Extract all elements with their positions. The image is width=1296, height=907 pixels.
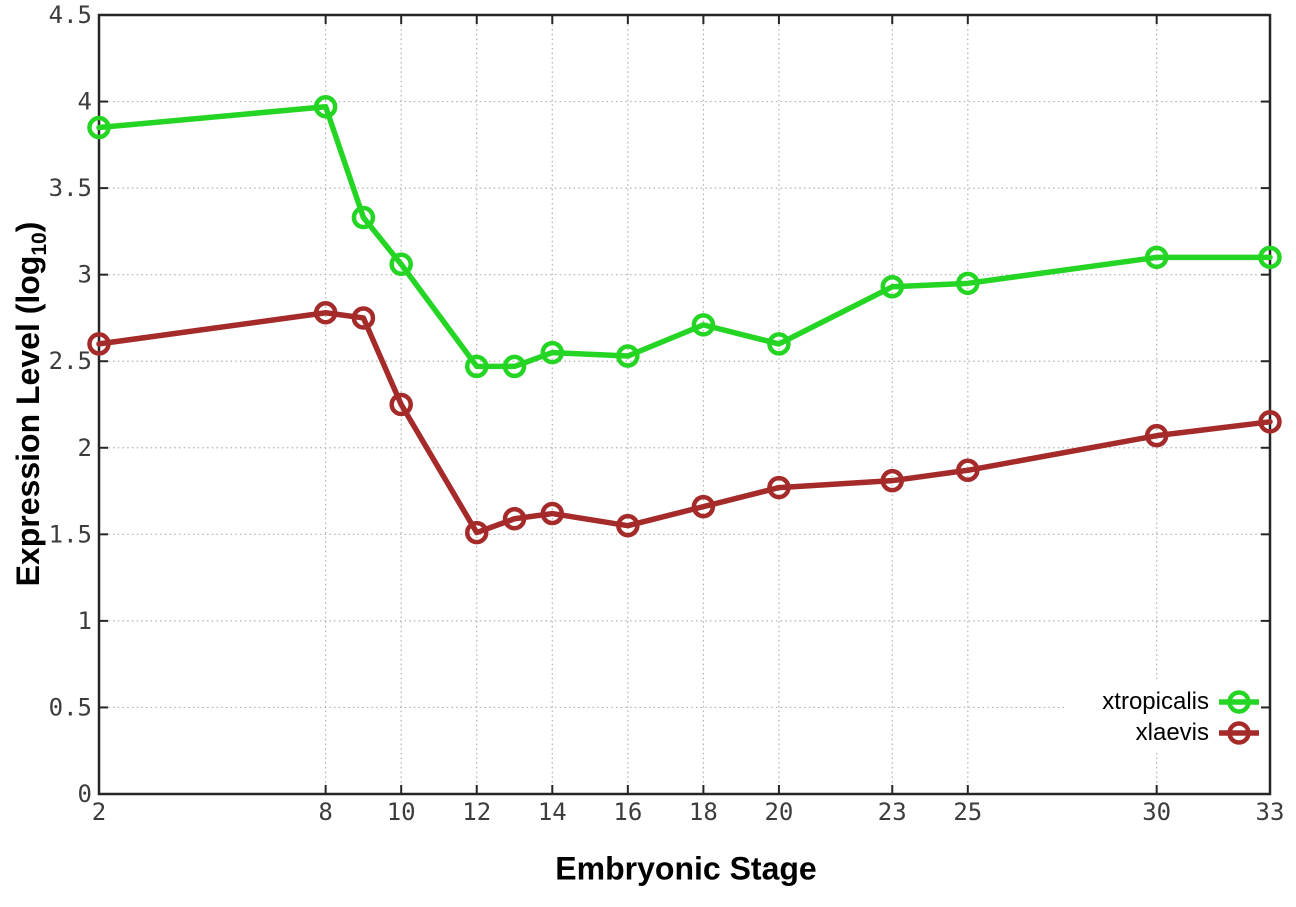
- y-tick-label: 2.5: [49, 347, 92, 375]
- y-tick-label: 2: [78, 434, 92, 462]
- x-tick-label: 33: [1256, 798, 1285, 826]
- series-xtropicalis: [87, 94, 1282, 379]
- data-point-xtropicalis: [691, 313, 716, 337]
- x-tick-label: 16: [613, 798, 642, 826]
- data-point-xlaevis: [313, 301, 338, 325]
- data-point-xtropicalis: [464, 354, 489, 379]
- x-tick-label: 30: [1142, 798, 1171, 826]
- y-axis-title-subscript: 10: [28, 232, 52, 256]
- y-tick-label: 0: [78, 780, 92, 808]
- y-tick-label: 0.5: [49, 693, 92, 721]
- legend-marker-xlaevis-icon: [1219, 720, 1259, 745]
- x-tick-label: 18: [689, 798, 718, 826]
- x-tick-label: 8: [318, 798, 332, 826]
- data-point-xlaevis: [767, 475, 791, 500]
- data-point-xlaevis: [1258, 410, 1282, 434]
- data-point-xlaevis: [464, 520, 489, 545]
- data-point-xtropicalis: [616, 344, 640, 368]
- legend-item-xlaevis: xlaevis: [1102, 717, 1260, 748]
- data-point-xtropicalis: [540, 340, 565, 365]
- x-tick-labels: 2 8 10 12 14 16 18 20 23 25 30 33: [92, 798, 1285, 826]
- data-point-xlaevis: [1144, 423, 1169, 448]
- data-point-xtropicalis: [502, 354, 527, 379]
- y-tick-label: 1: [78, 607, 92, 635]
- data-point-xtropicalis: [880, 275, 905, 299]
- legend-background: [1066, 682, 1262, 752]
- data-point-xtropicalis: [767, 332, 791, 356]
- data-point-xtropicalis: [87, 115, 111, 140]
- x-tick-label: 12: [462, 798, 491, 826]
- y-tick-label: 4.5: [49, 1, 92, 29]
- x-axis-title: Embryonic Stage: [555, 850, 817, 887]
- x-tick-label: 20: [764, 798, 793, 826]
- legend-item-xtropicalis: xtropicalis: [1102, 686, 1260, 717]
- data-point-xlaevis: [87, 332, 111, 356]
- plot-border: [97, 13, 1272, 796]
- data-point-xlaevis: [691, 494, 716, 519]
- data-point-xlaevis: [616, 513, 640, 538]
- y-tick-label: 1.5: [49, 520, 92, 548]
- data-point-xlaevis: [351, 306, 376, 330]
- x-tick-label: 23: [878, 798, 907, 826]
- data-point-xlaevis: [502, 507, 527, 531]
- data-point-xlaevis: [540, 501, 565, 526]
- data-point-xtropicalis: [1258, 245, 1282, 270]
- legend: xtropicalis xlaevis: [1102, 686, 1260, 748]
- data-point-xtropicalis: [389, 252, 413, 277]
- data-point-xtropicalis: [1144, 245, 1169, 270]
- data-point-xlaevis: [956, 458, 980, 483]
- x-tick-label: 25: [953, 798, 982, 826]
- data-point-xtropicalis: [313, 94, 338, 119]
- y-tick-label: 4: [78, 88, 92, 116]
- series-xlaevis: [87, 301, 1282, 545]
- y-tick-labels: 0 0.5 1 1.5 2 2.5 3 3.5 4 4.5: [49, 1, 92, 808]
- y-axis-title-suffix: ): [9, 221, 46, 233]
- x-tick-label: 2: [92, 798, 106, 826]
- legend-label-xtropicalis: xtropicalis: [1102, 687, 1209, 715]
- x-tick-label: 10: [387, 798, 416, 826]
- data-point-xtropicalis: [351, 205, 376, 230]
- data-point-xlaevis: [880, 468, 905, 493]
- axis-ticks: [98, 14, 1271, 795]
- series-line-xlaevis: [96, 310, 1273, 536]
- y-tick-label: 3: [78, 261, 92, 289]
- legend-marker-xtropicalis-icon: [1219, 689, 1259, 714]
- data-point-xtropicalis: [956, 271, 980, 296]
- y-axis-title-text: Expression Level (log: [9, 255, 46, 587]
- data-point-xlaevis: [389, 392, 413, 417]
- x-tick-label: 14: [538, 798, 567, 826]
- y-tick-label: 3.5: [49, 174, 92, 202]
- legend-label-xlaevis: xlaevis: [1135, 718, 1209, 746]
- y-axis-title: Expression Level (log10): [10, 222, 52, 587]
